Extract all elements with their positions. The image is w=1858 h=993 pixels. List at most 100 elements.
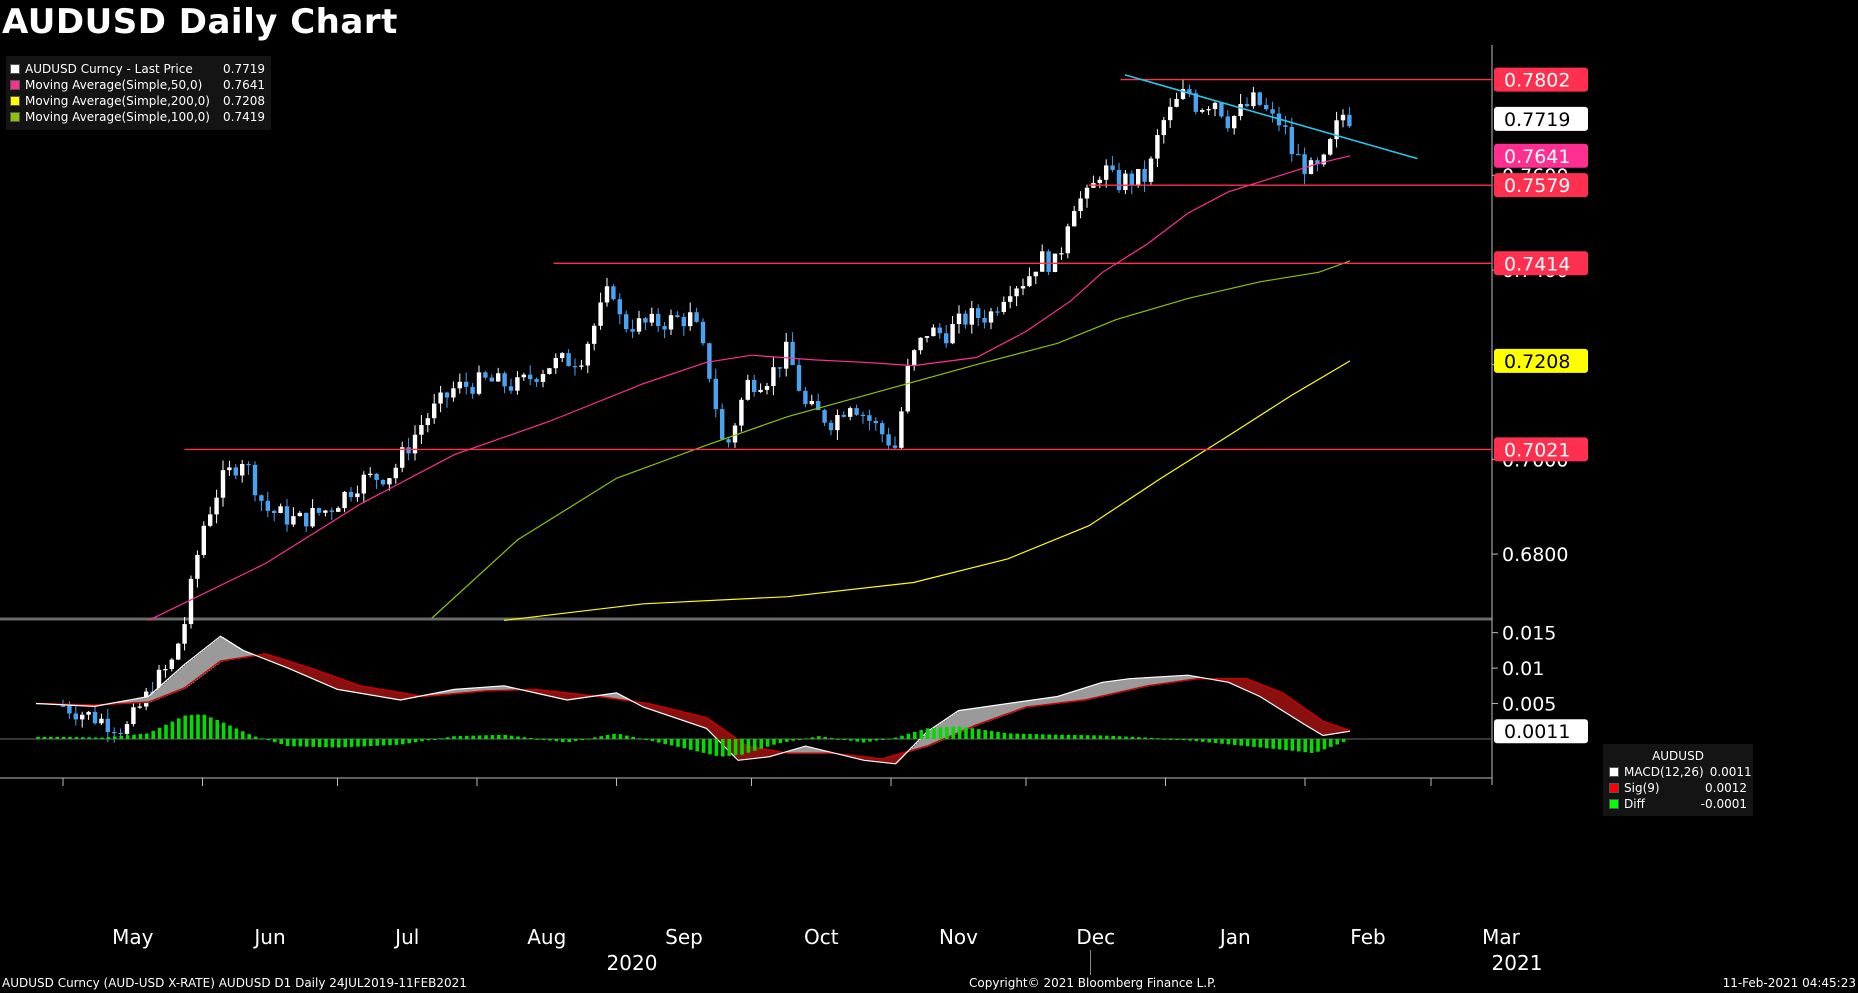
macd-fill-slice <box>992 705 995 720</box>
macd-fill-slice <box>800 747 803 754</box>
candle-body <box>470 386 475 394</box>
legend-label: Sig(9) <box>1624 781 1660 795</box>
macd-fill-slice <box>1052 697 1055 705</box>
x-month-label: Aug <box>527 925 566 949</box>
macd-fill-slice <box>658 705 661 713</box>
macd-fill-slice <box>358 685 361 694</box>
macd-fill-slice <box>220 636 223 662</box>
candle <box>912 349 917 371</box>
histogram-bar <box>1169 739 1173 740</box>
histogram-bar <box>797 739 802 740</box>
histogram-bar <box>785 739 789 742</box>
macd-fill-slice <box>514 688 517 691</box>
macd-fill-slice <box>1330 723 1333 735</box>
histogram-bar <box>721 739 725 757</box>
candle <box>336 506 341 512</box>
macd-fill-slice <box>1246 678 1249 691</box>
histogram-bar <box>93 737 98 739</box>
macd-fill-slice <box>448 690 451 695</box>
macd-legend-item-signal: Sig(9) 0.0012 <box>1609 780 1747 796</box>
macd-fill-slice <box>738 739 741 761</box>
candle-body <box>355 493 360 498</box>
candle-body <box>438 392 443 404</box>
macd-fill-slice <box>1292 699 1295 718</box>
histogram-bar <box>81 737 85 739</box>
candle-body <box>1161 120 1166 136</box>
macd-fill-slice <box>774 750 777 756</box>
candle-body <box>649 313 654 323</box>
candle-body <box>1308 160 1314 174</box>
macd-fill-slice <box>646 703 649 709</box>
candle <box>758 383 763 394</box>
macd-fill-slice <box>1234 678 1237 686</box>
candle <box>259 494 264 512</box>
macd-fill-slice <box>350 682 353 692</box>
histogram-bar <box>1002 732 1007 739</box>
macd-fill-slice <box>1342 727 1345 733</box>
candle <box>1008 286 1013 309</box>
histogram-bar <box>823 737 827 739</box>
legend-label: Moving Average(Simple,50,0) <box>25 78 203 92</box>
macd-fill-slice <box>1064 694 1067 703</box>
macd-fill-slice <box>666 707 669 716</box>
histogram-bar <box>465 735 469 739</box>
macd-fill-slice <box>726 731 729 749</box>
macd-fill-slice <box>748 746 751 760</box>
macd-fill-slice <box>1174 676 1177 683</box>
candle <box>1200 108 1205 114</box>
macd-fill-slice <box>1238 678 1241 688</box>
price-legend: AUDUSD Curncy - Last Price 0.7719 Moving… <box>6 56 271 130</box>
candle-body <box>393 467 398 479</box>
macd-fill-slice <box>262 654 265 659</box>
candle-body <box>784 341 789 369</box>
candle-body <box>118 732 123 735</box>
histogram-bar <box>349 739 354 747</box>
candle <box>1084 184 1090 208</box>
macd-fill-slice <box>500 686 503 691</box>
candle-body <box>80 714 85 720</box>
candle <box>1155 129 1160 168</box>
candle <box>604 277 610 307</box>
macd-fill-slice <box>200 652 203 677</box>
macd-fill-slice <box>206 647 209 673</box>
macd-fill-slice <box>396 691 399 700</box>
candle-body <box>572 366 578 368</box>
candle <box>636 310 642 335</box>
histogram-bar <box>228 725 232 739</box>
macd-fill-slice <box>260 654 263 658</box>
macd-fill-slice <box>954 713 957 735</box>
candle-body <box>412 434 418 454</box>
candle <box>496 367 501 382</box>
histogram-bar <box>1194 739 1199 742</box>
macd-fill-slice <box>1188 675 1191 681</box>
macd-fill-slice <box>1192 675 1195 680</box>
macd-fill-slice <box>1108 681 1111 696</box>
macd-fill-slice <box>964 709 967 731</box>
histogram-bar <box>669 739 674 746</box>
macd-fill-slice <box>1002 704 1005 717</box>
candle <box>361 471 366 504</box>
macd-fill-slice <box>996 705 999 719</box>
macd-fill-slice <box>714 722 717 737</box>
macd-fill-slice <box>1278 691 1281 709</box>
candle <box>393 463 398 484</box>
candle-body <box>624 314 629 330</box>
macd-fill-slice <box>876 758 879 763</box>
macd-fill-slice <box>280 658 283 666</box>
histogram-bar <box>49 736 53 739</box>
candle <box>598 292 603 330</box>
macd-fill-slice <box>1248 679 1251 692</box>
candle <box>1020 278 1026 296</box>
candle-body <box>1187 89 1192 94</box>
macd-fill-slice <box>534 689 537 694</box>
candle <box>1283 115 1288 135</box>
histogram-bar <box>522 737 527 739</box>
histogram-bar <box>509 735 514 739</box>
candle-body <box>982 317 987 323</box>
macd-fill-slice <box>186 663 189 688</box>
candle-body <box>316 508 322 513</box>
macd-fill-slice <box>972 708 975 728</box>
candle-body <box>476 372 482 394</box>
candle-body <box>995 311 1000 313</box>
legend-label: Moving Average(Simple,100,0) <box>25 110 210 124</box>
